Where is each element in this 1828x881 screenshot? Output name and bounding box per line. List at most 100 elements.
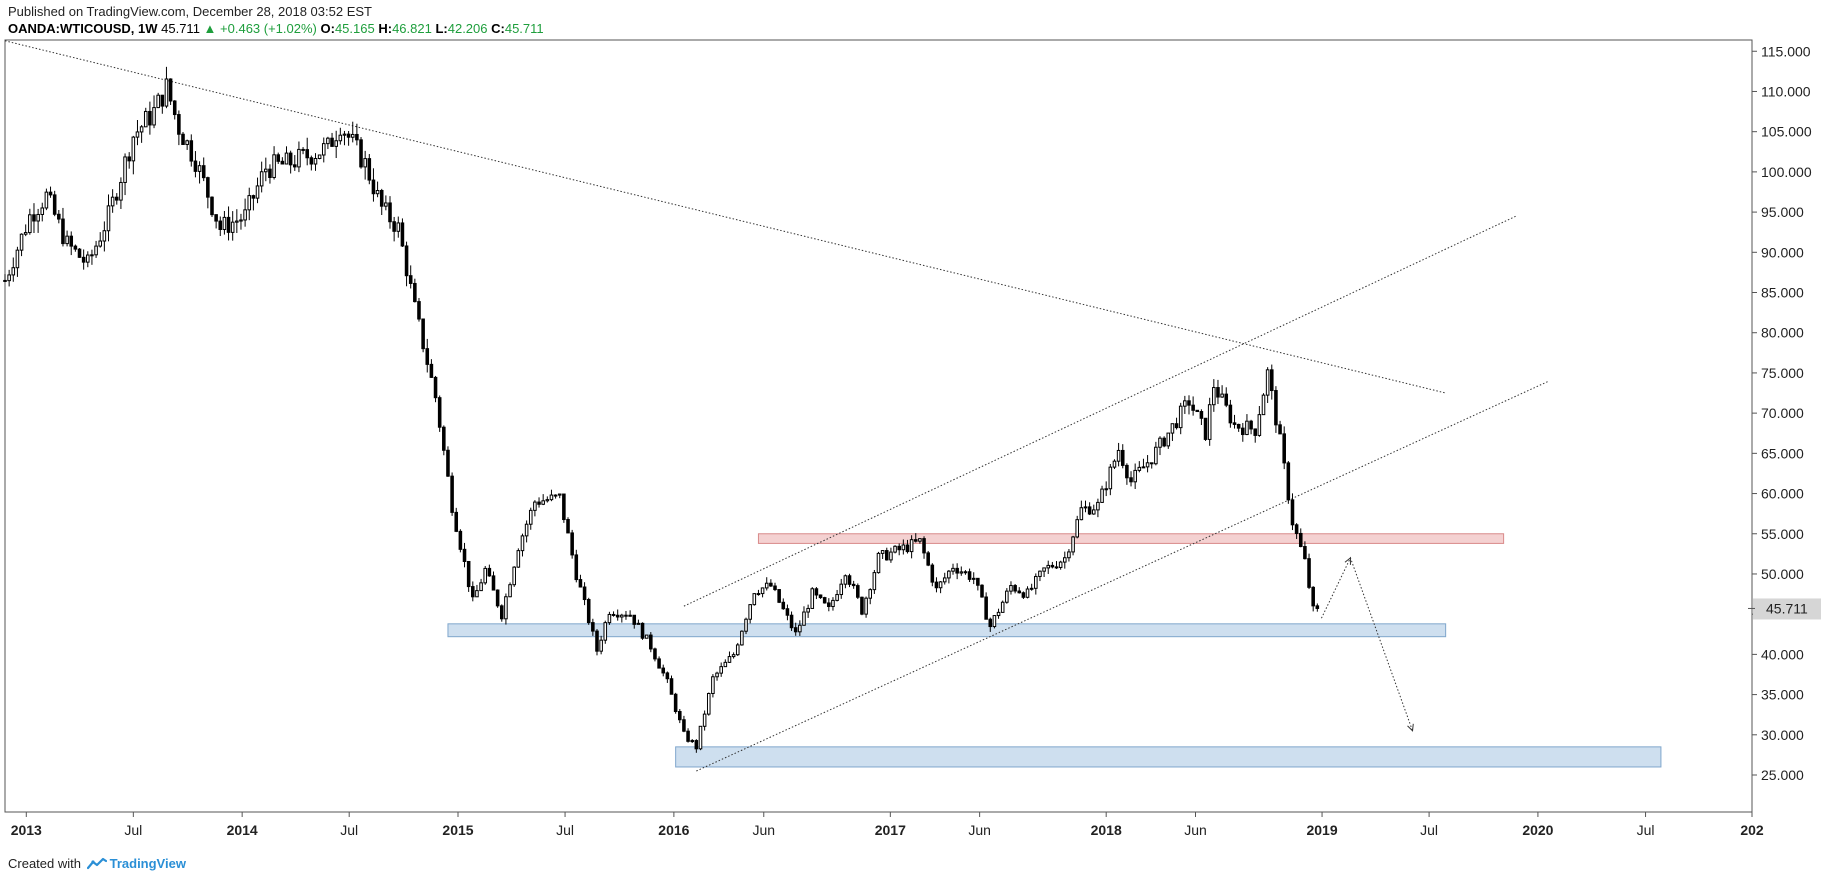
- last-price-label: 45.711: [1766, 600, 1808, 616]
- candle-body: [959, 571, 964, 574]
- candle-body: [148, 110, 152, 126]
- candle-body: [1207, 404, 1212, 440]
- candle-body: [814, 588, 819, 596]
- candle-body: [1120, 449, 1125, 466]
- candle-body: [715, 672, 719, 678]
- candle-body: [682, 719, 686, 732]
- candle-body: [1307, 558, 1311, 588]
- candle-body: [951, 567, 955, 572]
- candle-body: [566, 519, 570, 534]
- candle-body: [1009, 585, 1013, 592]
- candle-body: [172, 100, 177, 116]
- candle-body: [214, 214, 218, 222]
- candle-body: [1091, 509, 1096, 515]
- candle-body: [533, 501, 537, 511]
- x-tick-label: 2014: [227, 822, 258, 838]
- candle-body: [731, 654, 736, 658]
- candle-body: [301, 148, 305, 151]
- candle-body: [1203, 417, 1208, 440]
- candle-body: [193, 160, 198, 172]
- candle-body: [1154, 446, 1158, 465]
- candle-body: [1104, 488, 1108, 491]
- candle-body: [23, 232, 28, 235]
- candle-body: [1050, 564, 1055, 568]
- candle-body: [711, 676, 715, 694]
- candle-body: [152, 107, 156, 126]
- candle-body: [789, 614, 794, 629]
- candle-body: [44, 191, 49, 209]
- candle-body: [276, 154, 281, 162]
- candle-body: [847, 575, 852, 585]
- candle-body: [1137, 466, 1142, 471]
- candle-body: [777, 589, 781, 603]
- candle-body: [851, 583, 856, 587]
- y-tick-label: 35.000: [1761, 687, 1804, 703]
- candle-body: [197, 165, 202, 172]
- candle-body: [1261, 394, 1266, 416]
- candle-body: [1216, 387, 1220, 398]
- candle-body: [1249, 420, 1253, 430]
- candle-body: [313, 157, 318, 165]
- candle-body: [350, 133, 355, 138]
- x-tick-label: Jul: [1420, 822, 1438, 838]
- y-tick-label: 110.000: [1761, 83, 1811, 99]
- candle-body: [1021, 592, 1026, 598]
- candle-body: [1282, 433, 1286, 464]
- candle-body: [317, 154, 322, 159]
- candle-body: [557, 493, 562, 496]
- tradingview-brand: TradingView: [109, 856, 186, 871]
- y-tick-label: 90.000: [1761, 244, 1804, 260]
- candle-body: [516, 550, 521, 568]
- candle-body: [309, 157, 314, 165]
- candle-body: [40, 207, 45, 215]
- candle-body: [479, 582, 483, 592]
- candle-body: [781, 601, 786, 610]
- x-tick-label: Jun: [968, 822, 991, 838]
- candle-body: [678, 711, 682, 721]
- candle-body: [61, 218, 65, 245]
- candle-body: [77, 248, 82, 258]
- candle-body: [992, 615, 997, 628]
- candle-body: [930, 564, 935, 583]
- candle-body: [367, 158, 372, 181]
- symbol-name: OANDA:WTICOUSD, 1W: [8, 21, 158, 36]
- candle-body: [1042, 567, 1046, 572]
- footer: Created with TradingView: [8, 856, 186, 871]
- candle-body: [375, 190, 380, 195]
- candle-body: [1108, 466, 1113, 490]
- candle-body: [218, 220, 223, 230]
- candle-body: [1191, 404, 1195, 411]
- support-zone-lower: [675, 746, 1662, 768]
- candle-body: [255, 185, 260, 199]
- candle-body: [483, 567, 488, 584]
- candle-body: [802, 611, 806, 626]
- candle-body: [1067, 551, 1071, 559]
- y-tick-label: 85.000: [1761, 285, 1804, 301]
- candle-body: [661, 667, 666, 674]
- x-tick-label: 2013: [11, 822, 42, 838]
- candle-body: [442, 426, 446, 451]
- candle-body: [1149, 462, 1154, 465]
- candle-body: [305, 149, 309, 159]
- candle-body: [595, 630, 599, 652]
- candle-body: [1046, 564, 1051, 569]
- candle-body: [938, 581, 943, 589]
- candle-body: [549, 494, 554, 501]
- candle-body: [102, 230, 107, 242]
- candle-body: [230, 221, 235, 233]
- candle-body: [702, 713, 707, 727]
- candle-body: [48, 191, 53, 196]
- y-tick-label: 50.000: [1761, 566, 1804, 582]
- candle-body: [94, 245, 98, 256]
- candle-body: [669, 678, 674, 695]
- candle-body: [611, 613, 616, 616]
- candle-body: [433, 376, 438, 399]
- candle-body: [1241, 427, 1245, 436]
- candle-body: [1265, 369, 1270, 396]
- candle-body: [499, 605, 504, 620]
- candle-body: [359, 139, 363, 168]
- y-tick-label: 95.000: [1761, 204, 1804, 220]
- candle-body: [288, 152, 293, 166]
- candle-body: [86, 254, 90, 263]
